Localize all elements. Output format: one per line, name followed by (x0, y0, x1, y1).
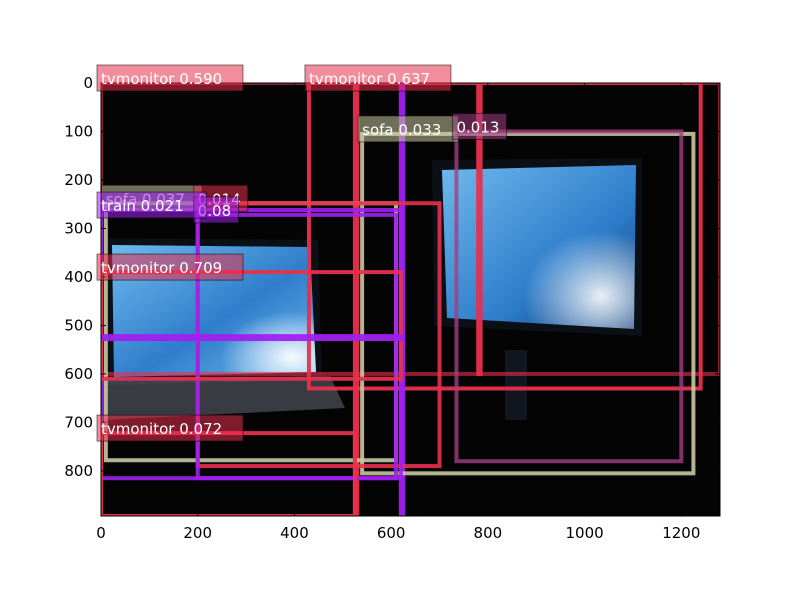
y-tick-label: 300 (64, 219, 93, 237)
photo (101, 83, 720, 516)
laptop-base (103, 376, 345, 420)
x-tick-label: 1200 (662, 524, 700, 542)
x-tick-label: 0 (96, 524, 106, 542)
detection-box-tvmonitor (476, 83, 483, 376)
x-tick-label: 600 (377, 524, 406, 542)
detection-box-tvmonitor (306, 83, 703, 391)
detection-label: 0.013 (456, 118, 499, 136)
right-monitor-glow (442, 165, 636, 329)
detection-box-tvmonitor (101, 83, 720, 376)
detection-label: tvmonitor 0.637 (309, 70, 430, 88)
detection-label: train 0.021 (101, 197, 184, 215)
x-tick-label: 200 (183, 524, 212, 542)
y-tick-label: 700 (64, 413, 93, 431)
detection-boxes (101, 83, 720, 516)
detection-label-background (96, 64, 244, 92)
detection-label: tvmonitor 0.072 (101, 420, 222, 438)
axis-ticks: 0 200 400 600 800 1000 1200 0 100 200 300 400 500 600… (64, 74, 720, 542)
detection-box-train (101, 334, 403, 342)
detection-label-background (96, 191, 207, 219)
detection-label-background (96, 414, 244, 442)
y-tick-label: 100 (64, 122, 93, 140)
detection-label: tvmonitor 0.590 (101, 70, 222, 88)
right-monitor-stand (505, 350, 527, 420)
y-tick-label: 400 (64, 268, 93, 286)
detection-box-tvmonitor (454, 129, 684, 464)
x-tick-label: 1000 (566, 524, 604, 542)
detection-label-background (96, 253, 244, 281)
x-tick-label: 800 (474, 524, 503, 542)
detection-label: sofa 0.033 (362, 121, 441, 139)
detection-box-tvmonitor (101, 270, 403, 381)
y-tick-label: 0 (83, 74, 93, 92)
y-tick-label: 800 (64, 462, 93, 480)
detection-label-background (451, 112, 507, 140)
detection-box-sofa (360, 131, 696, 476)
x-tick-label: 400 (280, 524, 309, 542)
y-tick-label: 500 (64, 316, 93, 334)
detection-label: tvmonitor 0.709 (101, 259, 222, 277)
detection-label-background (304, 64, 452, 92)
y-tick-label: 200 (64, 171, 93, 189)
detection-labels: tvmonitor 0.590 tvmonitor 0.637 sofa 0.033… (96, 64, 507, 442)
y-tick-label: 600 (64, 365, 93, 383)
